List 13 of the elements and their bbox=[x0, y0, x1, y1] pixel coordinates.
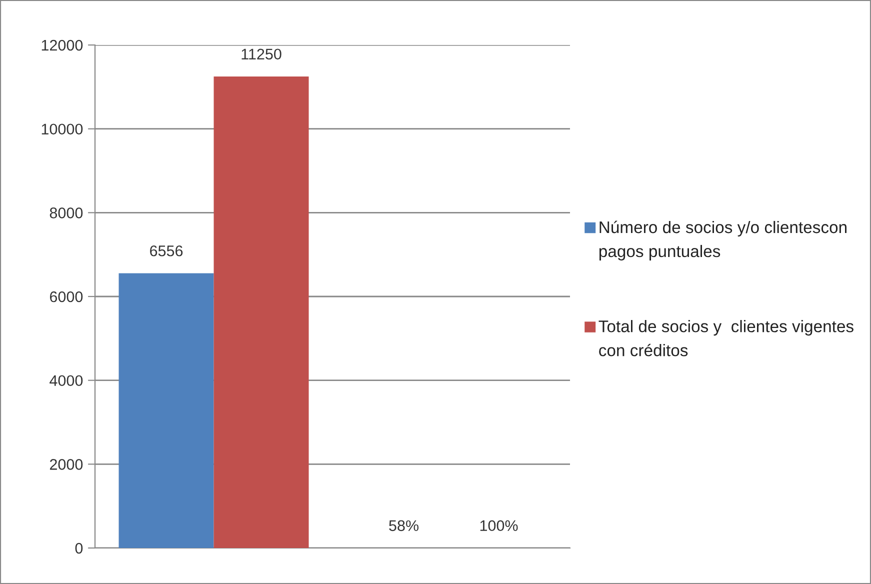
legend-label: Número de socios y/o clientescon pagos puntuales bbox=[599, 220, 846, 260]
legend-label: Total de socios y clientes vigentes con créditos bbox=[598, 320, 854, 356]
y-tick-label: 0 bbox=[75, 542, 83, 554]
y-tick-label: 10000 bbox=[42, 124, 83, 135]
y-tick-label: 6000 bbox=[50, 291, 83, 302]
data-label: 100% bbox=[480, 520, 518, 532]
y-tick-label: 2000 bbox=[50, 459, 83, 470]
y-tick-label: 8000 bbox=[50, 208, 83, 218]
data-label: 58% bbox=[389, 520, 418, 532]
y-tick-label: 12000 bbox=[42, 40, 83, 51]
data-label: 11250 bbox=[242, 48, 282, 60]
data-label: 6556 bbox=[150, 245, 183, 256]
y-tick-label: 4000 bbox=[50, 375, 83, 386]
